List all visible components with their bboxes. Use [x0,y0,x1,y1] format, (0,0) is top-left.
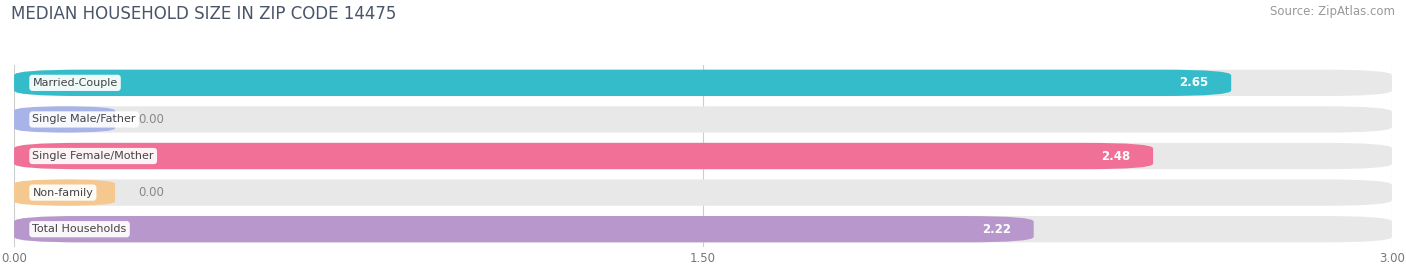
FancyBboxPatch shape [14,179,115,206]
FancyBboxPatch shape [14,143,1153,169]
Text: Source: ZipAtlas.com: Source: ZipAtlas.com [1270,5,1395,18]
Text: Married-Couple: Married-Couple [32,78,118,88]
Text: 0.00: 0.00 [138,113,165,126]
Text: Single Male/Father: Single Male/Father [32,114,136,125]
Text: 2.22: 2.22 [981,223,1011,236]
Text: Non-family: Non-family [32,187,93,198]
Text: MEDIAN HOUSEHOLD SIZE IN ZIP CODE 14475: MEDIAN HOUSEHOLD SIZE IN ZIP CODE 14475 [11,5,396,23]
FancyBboxPatch shape [14,70,1232,96]
Text: 2.65: 2.65 [1180,76,1208,89]
FancyBboxPatch shape [14,216,1392,242]
FancyBboxPatch shape [14,106,115,133]
FancyBboxPatch shape [14,216,1033,242]
FancyBboxPatch shape [14,143,1392,169]
Text: 2.48: 2.48 [1101,150,1130,162]
FancyBboxPatch shape [14,70,1392,96]
FancyBboxPatch shape [14,106,1392,133]
Text: 0.00: 0.00 [138,186,165,199]
Text: Single Female/Mother: Single Female/Mother [32,151,153,161]
Text: Total Households: Total Households [32,224,127,234]
FancyBboxPatch shape [14,179,1392,206]
